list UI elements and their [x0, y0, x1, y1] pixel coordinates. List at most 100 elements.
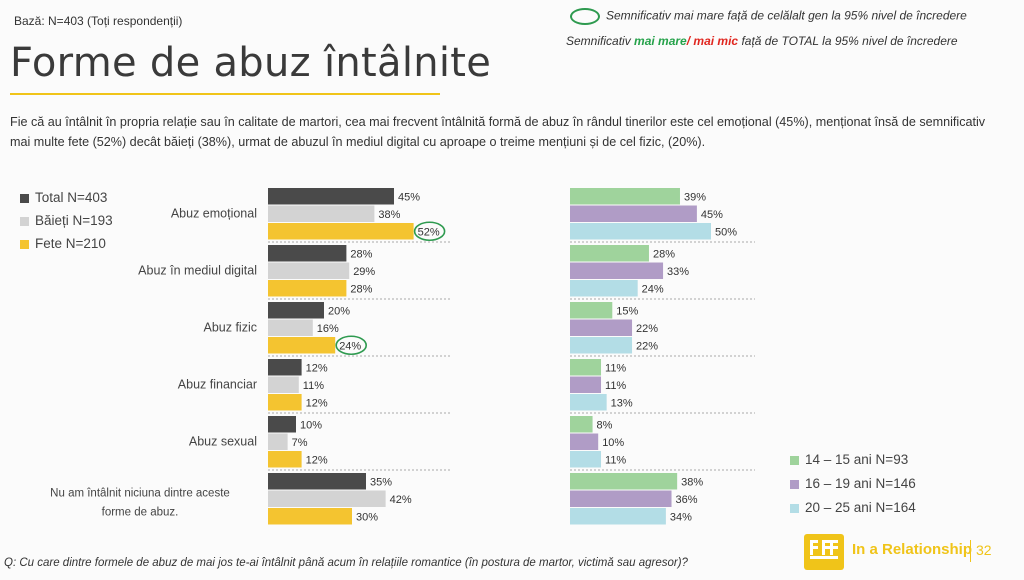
age-bar: [570, 473, 678, 490]
age-data-label: 8%: [597, 420, 613, 432]
gender-data-label: 30%: [356, 512, 378, 524]
gender-data-label: 11%: [303, 380, 324, 392]
age-data-label: 11%: [605, 380, 626, 392]
gender-bar: [268, 394, 302, 411]
age-bar: [570, 302, 613, 319]
gender-data-label: 7%: [292, 437, 308, 449]
page-title: Forme de abuz întâlnite: [10, 40, 492, 86]
category-label: Abuz emoțional: [171, 207, 257, 221]
gender-data-label: 16%: [317, 323, 339, 335]
sig-suffix: față de TOTAL la 95% nivel de încredere: [738, 34, 958, 48]
significance-gender-note: Semnificativ mai mare față de celălalt g…: [570, 8, 967, 25]
sig-higher: mai mare: [634, 34, 687, 48]
age-bar: [570, 262, 664, 279]
age-data-label: 22%: [636, 341, 658, 353]
significance-circle-icon: [570, 8, 600, 25]
question-text: Q: Cu care dintre formele de abuz de mai…: [4, 557, 688, 569]
age-data-label: 36%: [676, 494, 698, 506]
gender-bar: [268, 205, 375, 222]
significance-total-note: Semnificativ mai mare/ mai mic față de T…: [566, 34, 958, 48]
gender-data-label: 28%: [350, 249, 372, 261]
gender-bar: [268, 337, 336, 354]
sig-separator: /: [686, 34, 694, 48]
gender-significance-circle: [335, 335, 368, 356]
gender-bar: [268, 280, 347, 297]
brand-name: In a Relationship: [852, 541, 973, 558]
age-data-label: 34%: [670, 512, 692, 524]
gender-bar: [268, 188, 394, 205]
gender-data-label: 20%: [328, 306, 350, 318]
age-data-label: 28%: [653, 249, 675, 261]
age-data-label: 45%: [701, 209, 723, 221]
gender-data-label: 12%: [306, 398, 328, 410]
gender-data-label: 52%: [418, 227, 440, 239]
gender-bar: [268, 451, 302, 468]
gender-bar: [268, 262, 350, 279]
gender-data-label: 42%: [390, 494, 412, 506]
category-label: Abuz în mediul digital: [138, 264, 257, 278]
legend-item-age-20-25: 20 – 25 ani N=164: [790, 500, 916, 515]
age-bar: [570, 451, 602, 468]
age-bar: [570, 416, 593, 433]
gender-data-label: 10%: [300, 420, 322, 432]
gender-data-label: 28%: [350, 284, 372, 296]
age-data-label: 50%: [715, 227, 737, 239]
gender-data-label: 35%: [370, 477, 392, 489]
gender-bar: [268, 433, 288, 450]
gender-bar: [268, 319, 313, 336]
summary-text: Fie că au întâlnit în propria relație sa…: [10, 115, 986, 149]
gender-data-label: 29%: [353, 266, 375, 278]
gender-bar: [268, 223, 414, 240]
legend-item-boys: Băieți N=193: [20, 213, 113, 228]
gender-bar: [268, 473, 366, 490]
gender-bar: [268, 416, 296, 433]
gender-bar: [268, 490, 386, 507]
gender-data-label: 12%: [306, 363, 328, 375]
age-data-label: 15%: [616, 306, 638, 318]
gender-bar: [268, 508, 352, 525]
legend-item-age-14-15: 14 – 15 ani N=93: [790, 452, 908, 467]
gender-bar: [268, 245, 347, 262]
gender-data-label: 38%: [378, 209, 400, 221]
age-bar: [570, 223, 711, 240]
age-data-label: 13%: [611, 398, 633, 410]
age-data-label: 33%: [667, 266, 689, 278]
age-bar: [570, 280, 638, 297]
legend-item-girls: Fete N=210: [20, 236, 106, 251]
age-data-label: 11%: [605, 455, 626, 467]
legend-label-age-14-15: 14 – 15 ani N=93: [805, 452, 909, 467]
significance-gender-text: Semnificativ mai mare față de celălalt g…: [606, 8, 967, 23]
age-data-label: 24%: [642, 284, 664, 296]
legend-swatch-age-20-25: [790, 503, 799, 513]
age-bar: [570, 376, 602, 393]
gender-significance-circle: [413, 221, 446, 242]
legend-swatch-girls: [20, 239, 29, 249]
age-bar: [570, 245, 649, 262]
age-bar: [570, 319, 633, 336]
gender-data-label: 24%: [339, 341, 361, 353]
gender-data-label: 12%: [306, 455, 328, 467]
age-bar: [570, 394, 607, 411]
category-label: Abuz fizic: [204, 321, 258, 335]
legend-label-age-20-25: 20 – 25 ani N=164: [805, 500, 916, 515]
age-data-label: 11%: [605, 363, 626, 375]
bar-charts: Abuz emoțional Abuz în mediul digital Abuz…: [50, 188, 755, 525]
age-bar: [570, 433, 599, 450]
gender-bar: [268, 302, 324, 319]
category-label: Abuz sexual: [189, 435, 257, 449]
age-bar: [570, 490, 672, 507]
brand-logo: [804, 534, 844, 570]
sig-lower: mai mic: [693, 34, 739, 48]
category-label: Nu am întâlnit niciuna dintre aceste form…: [50, 488, 230, 519]
base-note: Bază: N=403 (Toți respondenții): [14, 14, 183, 28]
legend-label-girls: Fete N=210: [35, 236, 106, 251]
sig-prefix: Semnificativ: [566, 34, 635, 48]
brand-divider: [970, 540, 971, 562]
legend-item-age-16-19: 16 – 19 ani N=146: [790, 476, 916, 491]
legend-item-total: Total N=403: [20, 190, 107, 205]
age-bar: [570, 205, 697, 222]
age-bar: [570, 188, 680, 205]
age-bar: [570, 337, 633, 354]
age-bar: [570, 508, 666, 525]
legend-swatch-boys: [20, 216, 29, 226]
